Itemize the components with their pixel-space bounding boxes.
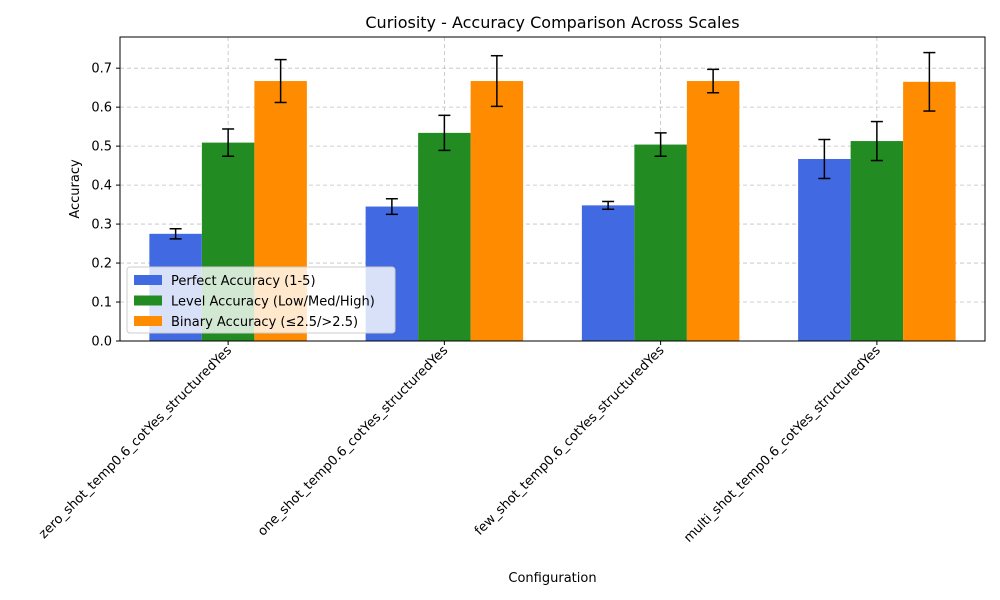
bar-series-2-cat-1 (470, 81, 524, 342)
bar-series-1-cat-1 (418, 132, 471, 341)
legend-swatch (134, 295, 162, 306)
legend-label: Level Accuracy (Low/Med/High) (171, 295, 375, 310)
y-tick-label: 0.4 (91, 179, 112, 194)
legend: Perfect Accuracy (1-5) Level Accuracy (Lo… (126, 266, 396, 334)
legend-swatch (134, 275, 162, 285)
error-bar-series-0-cat-2 (602, 200, 615, 211)
x-tick-label: one_shot_temp0.6_cotYes_structuredYes (255, 343, 451, 539)
legend-label: Perfect Accuracy (1-5) (171, 274, 316, 289)
y-axis-label: Accuracy (68, 159, 83, 219)
x-tick-label: multi_shot_temp0.6_cotYes_structuredYes (681, 343, 884, 546)
bar-series-0-cat-2 (581, 205, 635, 341)
y-tick-label: 0.7 (91, 62, 112, 77)
y-tick-label: 0.5 (91, 140, 112, 155)
error-bar-series-0-cat-1 (385, 197, 398, 216)
error-bar-series-1-cat-1 (438, 114, 451, 152)
plot-frame (119, 36, 986, 342)
bar-series-2-cat-2 (686, 81, 740, 342)
error-bar-series-1-cat-0 (222, 128, 235, 158)
legend-item-2: Binary Accuracy (≤2.5/>2.5) (134, 315, 358, 330)
error-bar-series-2-cat-3 (923, 51, 936, 112)
error-bar-series-2-cat-2 (707, 68, 720, 94)
bar-series-0-cat-3 (798, 158, 851, 341)
error-bar-series-1-cat-2 (654, 132, 667, 158)
chart-title: Curiosity - Accuracy Comparison Across S… (365, 13, 739, 32)
legend-swatch (134, 316, 162, 326)
legend-item-0: Perfect Accuracy (1-5) (134, 274, 316, 289)
bar-series-2-cat-3 (903, 81, 956, 342)
x-axis-label: Configuration (508, 571, 596, 586)
error-bar-series-2-cat-0 (274, 58, 287, 104)
error-bars (169, 51, 936, 240)
legend-box (126, 266, 396, 334)
y-tick-label: 0.0 (91, 335, 112, 350)
error-bar-series-0-cat-0 (169, 228, 182, 240)
bar-series-1-cat-3 (850, 141, 904, 341)
y-tick-label: 0.6 (91, 101, 112, 116)
y-tick-label: 0.1 (91, 296, 112, 311)
x-tick-label: few_shot_temp0.6_cotYes_structuredYes (472, 343, 668, 539)
error-bar-series-1-cat-3 (870, 120, 883, 162)
y-axis-ticks: 0.0 0.1 0.2 0.3 0.4 0.5 0.6 0.7 (91, 62, 120, 350)
error-bar-series-0-cat-3 (818, 138, 831, 180)
legend-item-1: Level Accuracy (Low/Med/High) (134, 295, 375, 310)
y-tick-label: 0.3 (91, 218, 112, 233)
y-tick-label: 0.2 (91, 257, 112, 272)
x-axis-ticks: zero_shot_temp0.6_cotYes_structuredYes on… (36, 341, 884, 546)
legend-label: Binary Accuracy (≤2.5/>2.5) (171, 315, 358, 330)
x-tick-label: zero_shot_temp0.6_cotYes_structuredYes (36, 343, 235, 542)
error-bar-series-2-cat-1 (490, 54, 503, 108)
bar-series-1-cat-2 (634, 144, 687, 341)
